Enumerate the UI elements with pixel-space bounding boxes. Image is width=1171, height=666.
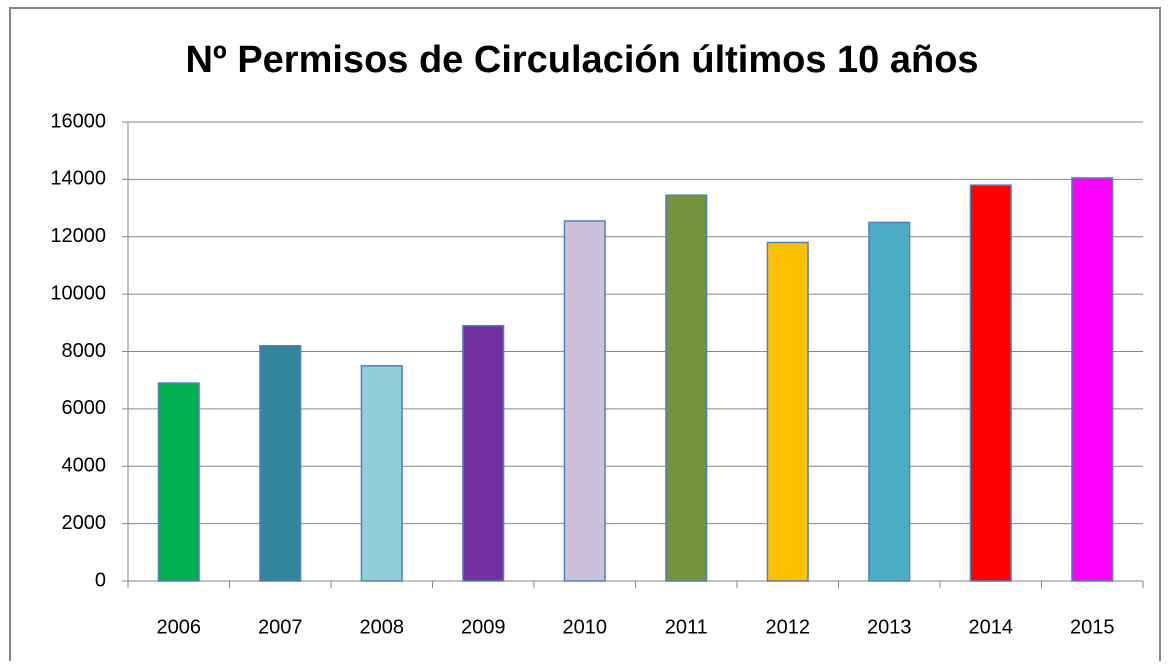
y-tick-label: 4000 — [62, 455, 107, 477]
bar — [766, 241, 809, 582]
y-tick-label: 0 — [95, 569, 106, 591]
bar — [1071, 177, 1114, 582]
y-tick-label: 8000 — [62, 340, 107, 362]
bar — [360, 365, 403, 582]
x-tick-label: 2015 — [1070, 616, 1115, 638]
bar — [157, 382, 200, 582]
x-tick-label: 2006 — [157, 616, 202, 638]
bar — [868, 221, 911, 582]
x-tick-label: 2008 — [360, 616, 405, 638]
bar — [969, 184, 1012, 582]
y-tick-label: 6000 — [62, 397, 107, 419]
bar — [259, 345, 302, 582]
bar — [563, 220, 606, 582]
bar — [462, 324, 505, 582]
chart-title: Nº Permisos de Circulación últimos 10 añ… — [185, 39, 978, 81]
x-tick-label: 2014 — [969, 616, 1014, 638]
y-tick-label: 14000 — [50, 168, 106, 190]
x-tick-label: 2010 — [563, 616, 608, 638]
x-tick-label: 2012 — [766, 616, 811, 638]
x-tick-label: 2011 — [665, 616, 708, 638]
y-tick-label: 12000 — [50, 225, 106, 247]
x-tick-label: 2007 — [258, 616, 303, 638]
y-tick-label: 16000 — [50, 110, 106, 132]
x-tick-label: 2009 — [461, 616, 506, 638]
y-tick-label: 2000 — [62, 512, 107, 534]
y-tick-label: 10000 — [50, 282, 106, 304]
bar — [665, 194, 708, 582]
x-tick-label: 2013 — [867, 616, 912, 638]
